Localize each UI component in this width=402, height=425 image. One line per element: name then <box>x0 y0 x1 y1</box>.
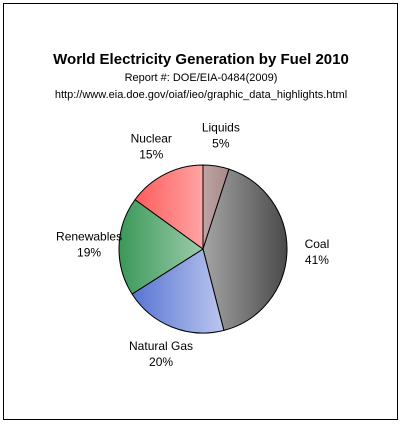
pie-slice <box>134 164 204 250</box>
slice-value-label: 19% <box>77 246 101 260</box>
chart-source: http://www.eia.doe.gov/oiaf/ieo/graphic_… <box>55 89 347 101</box>
slice-value-label: 41% <box>305 253 329 267</box>
slice-label: Natural Gas <box>129 339 193 353</box>
chart-subtitle: Report #: DOE/EIA-0484(2009) <box>125 72 278 84</box>
chart-title: World Electricity Generation by Fuel 201… <box>53 51 349 68</box>
slice-value-label: 5% <box>212 137 230 151</box>
slice-value-label: 20% <box>149 355 173 369</box>
slice-label: Coal <box>305 237 330 251</box>
pie-slice <box>202 168 288 331</box>
slice-label: Renewables <box>56 230 122 244</box>
slice-label: Liquids <box>202 121 240 135</box>
pie-slice <box>118 198 204 295</box>
pie-slice <box>131 248 225 334</box>
slice-label: Nuclear <box>131 132 172 146</box>
slice-value-label: 15% <box>139 148 163 162</box>
